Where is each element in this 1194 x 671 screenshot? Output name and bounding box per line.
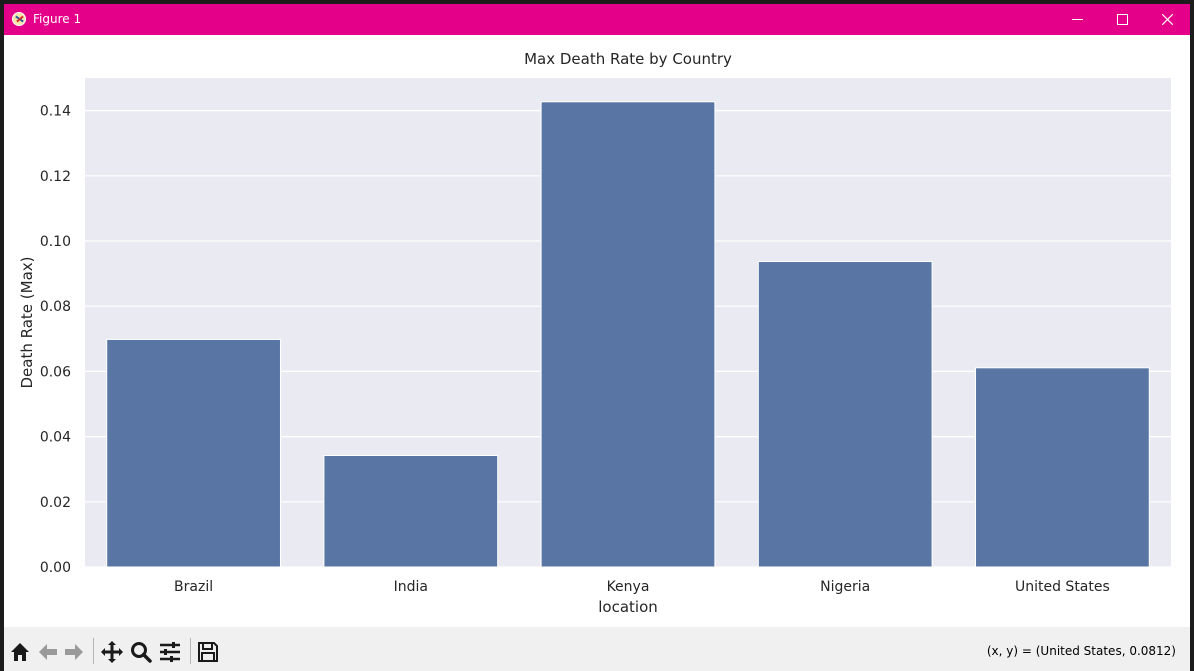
y-tick-label: 0.04 — [40, 430, 71, 446]
window-title: Figure 1 — [33, 12, 82, 26]
configure-button[interactable] — [158, 640, 182, 664]
bar-india — [323, 455, 499, 568]
maximize-icon — [1117, 14, 1128, 25]
figure-canvas[interactable]: Max Death Rate by Country 0.00 0.02 0.04 0.… — [4, 35, 1190, 627]
x-tick-label: India — [394, 579, 428, 595]
x-tick-label: Nigeria — [820, 579, 870, 595]
save-button[interactable] — [196, 640, 220, 664]
cursor-coordinates: (x, y) = (United States, 0.0812) — [986, 644, 1176, 658]
close-button[interactable] — [1145, 4, 1190, 35]
home-button[interactable] — [8, 640, 32, 664]
home-icon — [11, 643, 29, 661]
y-tick-label: 0.14 — [40, 104, 71, 120]
x-tick-label: Brazil — [174, 579, 213, 595]
bar-kenya — [540, 101, 716, 568]
forward-button[interactable] — [62, 640, 86, 664]
y-tick-label: 0.12 — [40, 169, 71, 185]
y-tick-label: 0.00 — [40, 560, 71, 576]
configure-icon — [160, 642, 180, 662]
pan-button[interactable] — [100, 640, 124, 664]
toolbar-separator — [93, 638, 94, 664]
figure-window: Figure 1 Max Death Rate by Country 0.00 0… — [4, 4, 1190, 671]
toolbar-separator — [190, 638, 191, 664]
y-tick-label: 0.08 — [40, 299, 71, 315]
save-icon — [198, 642, 218, 662]
bar-nigeria — [757, 261, 933, 568]
navigation-toolbar: (x, y) = (United States, 0.0812) — [4, 627, 1190, 671]
bar-united-states — [975, 367, 1150, 568]
app-icon — [12, 12, 26, 26]
y-tick-label: 0.10 — [40, 234, 71, 250]
y-tick-label: 0.06 — [40, 364, 71, 380]
zoom-button[interactable] — [129, 640, 153, 664]
pan-icon — [101, 641, 123, 663]
x-tick-label: United States — [1015, 579, 1110, 595]
forward-icon — [65, 644, 83, 660]
chart-title: Max Death Rate by Country — [524, 50, 732, 68]
back-icon — [39, 644, 57, 660]
y-axis-label: Death Rate (Max) — [18, 256, 36, 388]
close-icon — [1162, 14, 1173, 25]
maximize-button[interactable] — [1100, 4, 1145, 35]
bar-brazil — [106, 338, 281, 568]
minimize-icon — [1072, 19, 1083, 20]
back-button[interactable] — [36, 640, 60, 664]
zoom-icon — [131, 642, 152, 663]
bar-chart: Max Death Rate by Country 0.00 0.02 0.04 0.… — [18, 50, 1171, 616]
x-axis-label: location — [598, 598, 658, 616]
title-bar[interactable]: Figure 1 — [4, 4, 1190, 35]
x-tick-label: Kenya — [607, 579, 650, 595]
y-tick-label: 0.02 — [40, 495, 71, 511]
minimize-button[interactable] — [1055, 4, 1100, 35]
